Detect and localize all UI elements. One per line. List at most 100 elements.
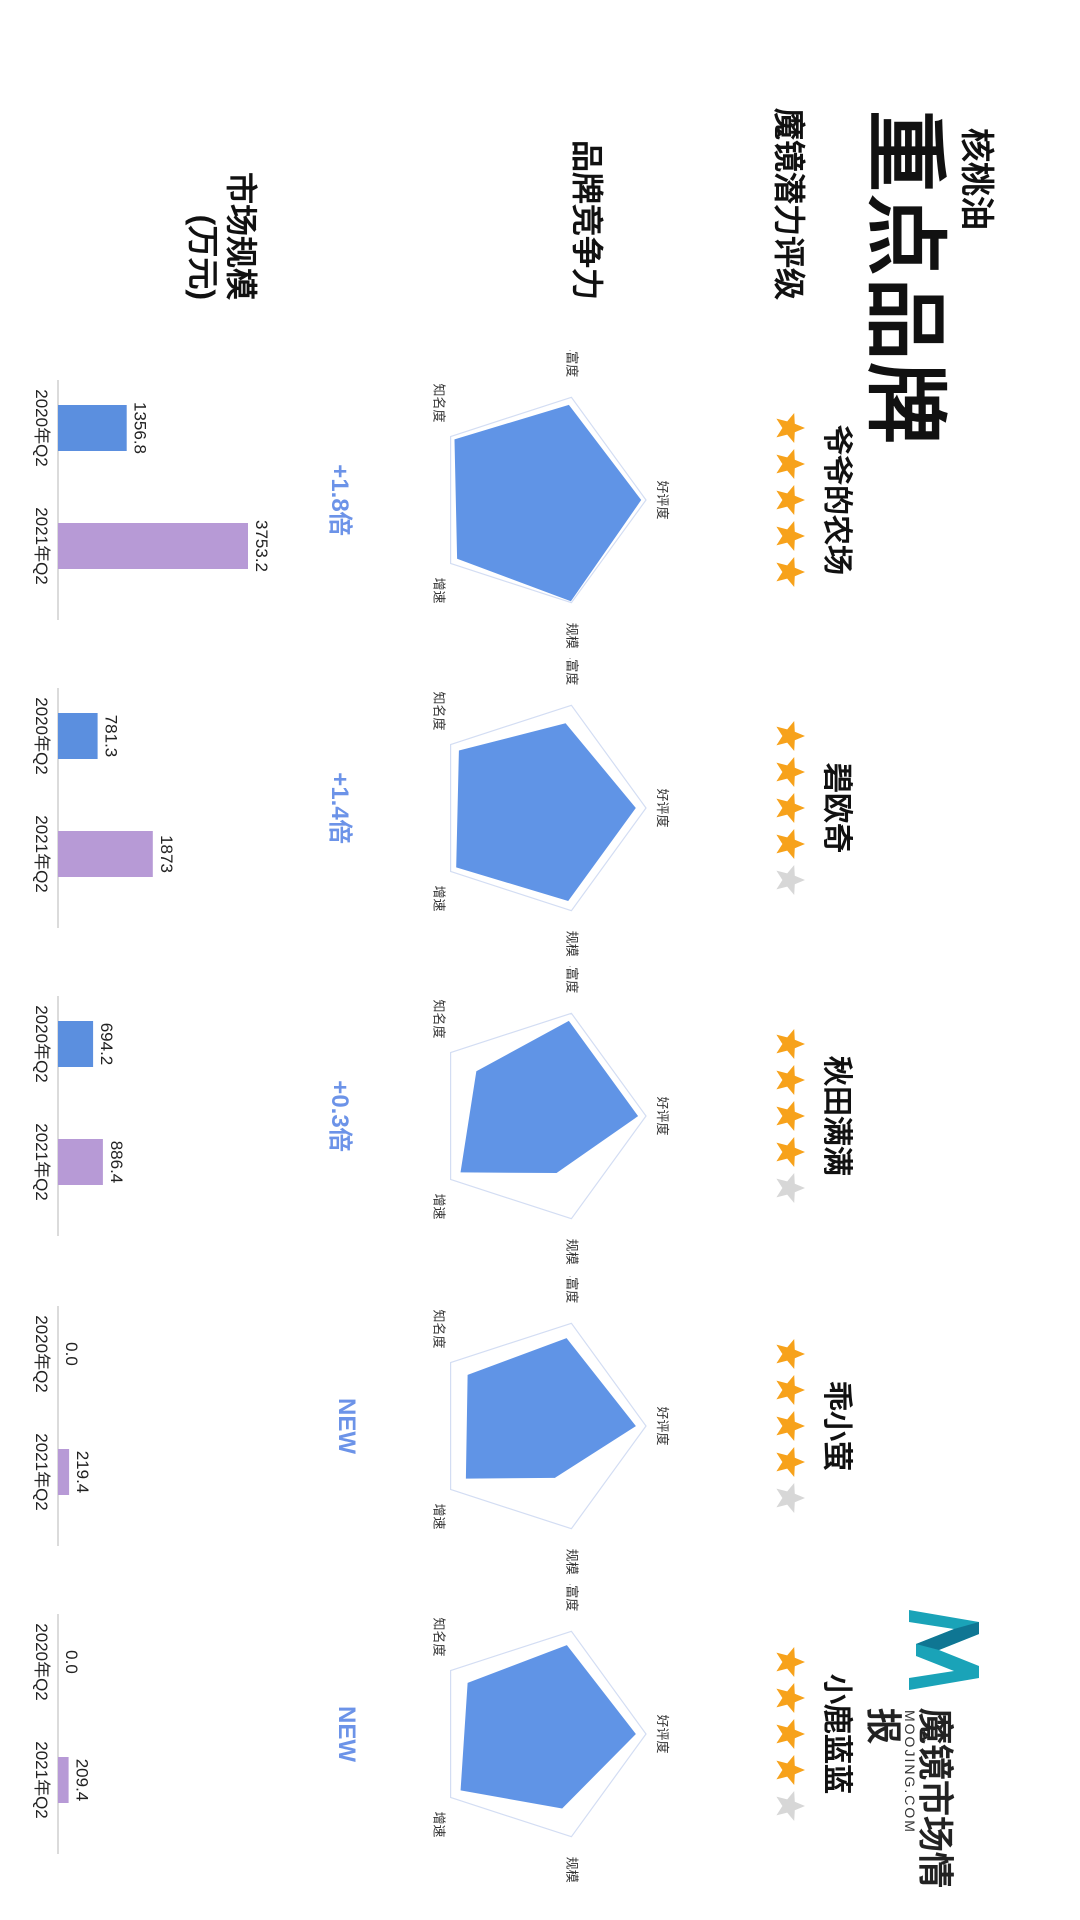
star-filled-icon xyxy=(776,413,805,443)
radar-axis-label: 商品丰富度 xyxy=(564,658,579,685)
radar-axis-label: 增速 xyxy=(432,1504,447,1530)
bar-category-label: 2020年Q2 xyxy=(32,1005,51,1083)
bar-2020q2 xyxy=(58,405,127,451)
bar-value-label: 1356.8 xyxy=(131,402,150,454)
rating-stars xyxy=(773,350,807,650)
radar-data-area xyxy=(454,404,642,602)
radar-axis-label: 好评度 xyxy=(655,788,670,827)
star-filled-icon xyxy=(776,1755,805,1785)
star-filled-icon xyxy=(776,485,805,515)
bar-value-label: 3753.2 xyxy=(252,520,271,572)
star-filled-icon xyxy=(776,1029,805,1059)
rating-stars xyxy=(773,658,807,958)
growth-label: +0.3倍 xyxy=(326,1080,353,1152)
rating-row-label: 魔镜潜力评级 xyxy=(771,107,807,300)
star-filled-icon xyxy=(776,1683,805,1713)
bar-2021q2 xyxy=(57,1139,103,1185)
bar-category-label: 2020年Q2 xyxy=(32,1623,51,1701)
bar-value-label: 886.4 xyxy=(107,1141,126,1184)
radar-data-area xyxy=(465,1338,636,1479)
star-filled-icon xyxy=(776,557,805,587)
market-size-row-label: 市场规模 (万元) xyxy=(184,50,260,300)
radar-axis-label: 商品丰富度 xyxy=(564,350,579,377)
star-filled-icon xyxy=(776,1411,805,1441)
bar-value-label: 219.4 xyxy=(73,1451,92,1494)
star-empty-icon xyxy=(776,1173,805,1203)
market-size-bar-chart: 694.2 2020年Q2 886.4 2021年Q2 xyxy=(32,996,126,1236)
bar-value-label: 0.0 xyxy=(62,1342,81,1366)
moojing-logo: 魔镜市场情报 MOOJING.COM xyxy=(863,1600,994,1900)
radar-grid-ring xyxy=(450,1322,647,1530)
radar-axis-label: 规模 xyxy=(564,931,579,957)
star-filled-icon xyxy=(776,521,805,551)
brand-name: 爷爷的农场 xyxy=(820,425,853,575)
star-filled-icon xyxy=(776,1447,805,1477)
star-empty-icon xyxy=(776,1483,805,1513)
bar-category-label: 2020年Q2 xyxy=(32,1315,51,1393)
star-empty-icon xyxy=(776,1791,805,1821)
bar-category-label: 2021年Q2 xyxy=(32,815,51,893)
star-filled-icon xyxy=(776,829,805,859)
brand-name: 乖小萤 xyxy=(820,1381,853,1471)
radar-axis-label: 知名度 xyxy=(432,691,447,730)
radar-axis-label: 商品丰富度 xyxy=(564,966,579,993)
radar-data-area xyxy=(460,1645,636,1809)
bar-2021q2 xyxy=(58,831,153,877)
radar-axis-label: 增速 xyxy=(432,1812,447,1838)
bar-category-label: 2020年Q2 xyxy=(32,697,51,775)
bar-value-label: 0.0 xyxy=(62,1650,81,1674)
radar-grid-ring xyxy=(450,1012,647,1220)
market-size-bar-chart: 1356.8 2020年Q2 3753.2 2021年Q2 xyxy=(32,380,271,620)
market-size-label-line2: (万元) xyxy=(185,214,221,300)
rating-stars xyxy=(773,966,807,1266)
bar-category-label: 2021年Q2 xyxy=(32,1741,51,1819)
market-size-bar-chart: 0.0 2020年Q2 209.4 2021年Q2 xyxy=(32,1614,92,1854)
radar-axis-label: 规模 xyxy=(564,1549,579,1575)
logo-domain: MOOJING.COM xyxy=(902,1710,918,1834)
bar-2021q2 xyxy=(58,1449,70,1495)
rating-stars xyxy=(773,1584,807,1884)
bar-2020q2 xyxy=(58,1021,94,1067)
radar-axis-label: 商品丰富度 xyxy=(564,1276,579,1303)
brand-name: 秋田满满 xyxy=(820,1056,853,1176)
radar-axis-label: 好评度 xyxy=(655,1714,670,1753)
bar-2020q2 xyxy=(58,713,98,759)
star-filled-icon xyxy=(776,757,805,787)
radar-axis-label: 规模 xyxy=(564,623,579,649)
star-filled-icon xyxy=(776,1101,805,1131)
brand-name: 碧欧奇 xyxy=(820,763,853,853)
radar-grid-ring xyxy=(450,704,647,912)
moojing-m-logo-icon xyxy=(909,1610,979,1690)
growth-label: +1.4倍 xyxy=(326,772,353,844)
competitiveness-row-label: 品牌竞争力 xyxy=(569,139,605,300)
radar-axis-label: 好评度 xyxy=(655,1406,670,1445)
radar-axis-label: 增速 xyxy=(432,578,447,604)
radar-axis-label: 知名度 xyxy=(432,999,447,1038)
bar-value-label: 694.2 xyxy=(97,1023,116,1066)
radar-data-area xyxy=(456,723,636,901)
growth-label: +1.8倍 xyxy=(326,464,353,536)
bar-category-label: 2021年Q2 xyxy=(32,507,51,585)
radar-axis-label: 规模 xyxy=(564,1857,579,1883)
radar-axis-label: 知名度 xyxy=(432,383,447,422)
market-size-bar-chart: 781.3 2020年Q2 1873 2021年Q2 xyxy=(32,688,176,928)
bar-category-label: 2021年Q2 xyxy=(32,1433,51,1511)
star-filled-icon xyxy=(776,1719,805,1749)
market-size-bar-chart: 0.0 2020年Q2 219.4 2021年Q2 xyxy=(32,1306,92,1546)
growth-label: NEW xyxy=(333,1706,360,1762)
star-empty-icon xyxy=(776,865,805,895)
radar-axis-label: 好评度 xyxy=(655,480,670,519)
radar-axis-label: 增速 xyxy=(432,886,447,912)
page-title: 重点品牌 xyxy=(859,110,950,447)
bar-2021q2 xyxy=(58,523,248,569)
radar-data-area xyxy=(460,1020,639,1174)
star-filled-icon xyxy=(776,1375,805,1405)
star-filled-icon xyxy=(776,1065,805,1095)
radar-axis-label: 好评度 xyxy=(655,1096,670,1135)
